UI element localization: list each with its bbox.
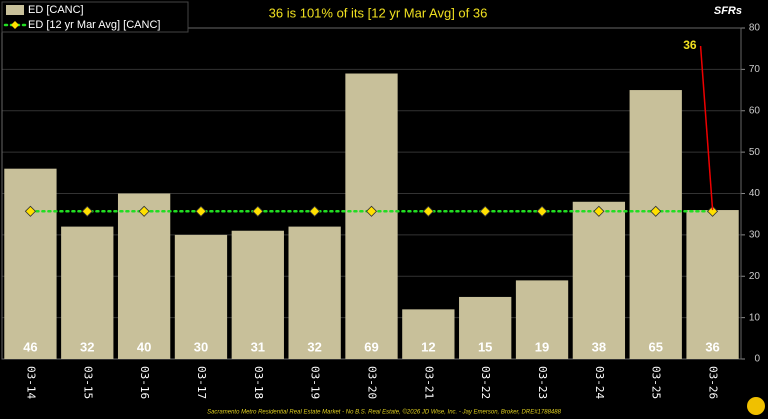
average-marker — [707, 205, 719, 217]
y-tick-label: 60 — [749, 105, 761, 116]
y-tick-label: 40 — [749, 188, 761, 199]
legend-box — [1, 1, 189, 33]
bar — [572, 201, 626, 359]
bar — [231, 230, 284, 359]
y-tick-label: 30 — [749, 230, 761, 241]
annotation: 36 — [683, 38, 697, 52]
bar — [686, 210, 739, 359]
value-label: 12 — [421, 339, 435, 354]
bar — [288, 226, 341, 359]
value-label: 15 — [478, 339, 492, 354]
bar — [4, 168, 57, 359]
annotation-arrow — [699, 45, 714, 211]
x-tick-label: 03-17 — [195, 366, 208, 399]
y-tick-label: 50 — [749, 147, 761, 158]
legend-label: ED [12 yr Mar Avg] [CANC] — [28, 19, 160, 31]
bar — [402, 309, 455, 359]
average-marker — [422, 205, 434, 217]
bar — [515, 280, 569, 359]
y-tick-label: 0 — [754, 354, 760, 365]
bar — [174, 234, 228, 359]
average-marker — [195, 205, 207, 217]
bar — [459, 296, 512, 359]
y-tick-label: 20 — [749, 271, 761, 282]
average-marker — [81, 205, 93, 217]
average-marker — [252, 205, 264, 217]
value-label: 32 — [307, 339, 321, 354]
value-label: 30 — [194, 339, 208, 354]
y-tick-label: 80 — [749, 23, 761, 34]
legend-swatch — [11, 21, 19, 29]
x-tick-label: 03-22 — [479, 366, 492, 399]
value-label: 36 — [705, 339, 719, 354]
logo — [747, 397, 765, 415]
footer: Sacramento Metro Residential Real Estate… — [207, 409, 562, 416]
value-label: 31 — [251, 339, 265, 354]
x-tick-label: 03-15 — [81, 366, 94, 399]
value-label: 32 — [80, 339, 94, 354]
average-marker — [650, 205, 662, 217]
average-marker — [24, 205, 36, 217]
x-tick-label: 03-26 — [707, 366, 720, 399]
x-tick-label: 03-24 — [593, 366, 606, 399]
legend-label: ED [CANC] — [28, 4, 84, 16]
y-axis-label: SFRs — [714, 5, 742, 17]
y-tick-label: 70 — [749, 64, 761, 75]
average-marker — [593, 205, 605, 217]
value-label: 19 — [535, 339, 549, 354]
bar — [61, 226, 114, 359]
average-marker — [138, 205, 150, 217]
average-marker — [365, 205, 378, 217]
bar — [629, 90, 682, 359]
legend-swatch — [6, 5, 24, 15]
value-label: 40 — [137, 339, 151, 354]
x-tick-label: 03-16 — [138, 366, 151, 399]
x-tick-label: 03-18 — [252, 366, 265, 399]
value-label: 65 — [648, 339, 662, 354]
x-tick-label: 03-20 — [366, 366, 379, 399]
value-label: 38 — [592, 339, 606, 354]
chart-title: 36 is 101% of its [12 yr Mar Avg] of 36 — [269, 5, 488, 20]
value-label: 46 — [23, 339, 37, 354]
value-label: 69 — [364, 339, 378, 354]
average-marker — [309, 205, 321, 217]
x-tick-label: 03-23 — [536, 366, 549, 399]
y-tick-label: 10 — [749, 312, 761, 323]
x-tick-label: 03-19 — [309, 366, 322, 399]
average-marker — [536, 205, 548, 217]
x-tick-label: 03-25 — [650, 366, 663, 399]
average-marker — [479, 205, 491, 217]
x-tick-label: 03-21 — [422, 366, 435, 399]
bar — [117, 193, 171, 359]
x-tick-label: 03-14 — [24, 366, 37, 399]
